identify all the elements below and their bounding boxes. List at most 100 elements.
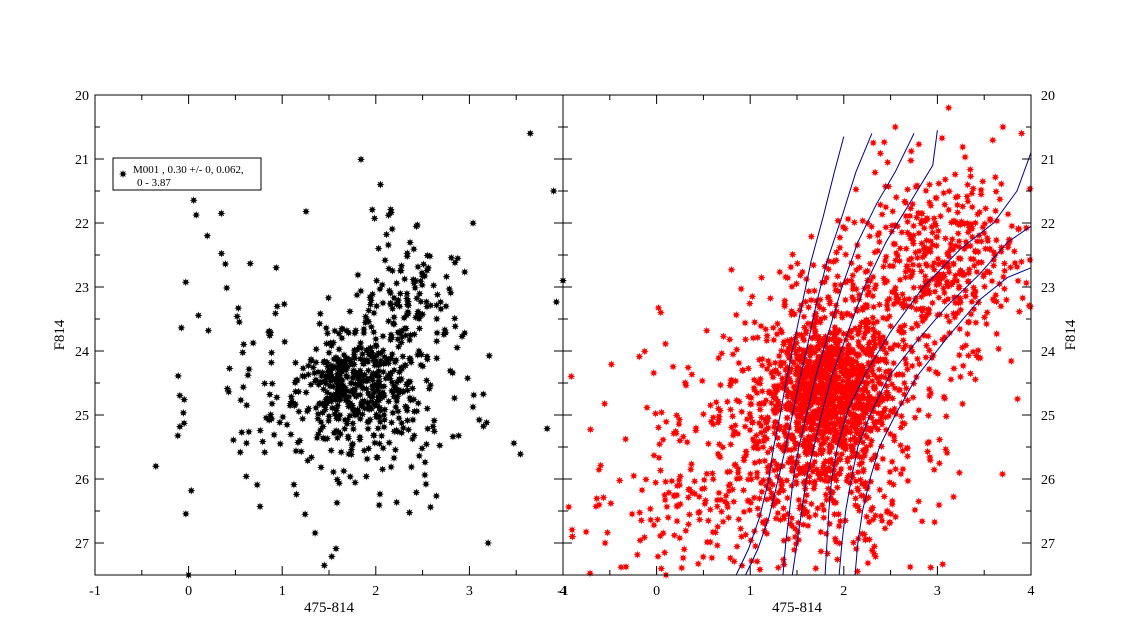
data-point	[909, 393, 918, 402]
y-tick-label: 21	[75, 153, 89, 168]
data-point	[221, 259, 230, 268]
data-point	[880, 278, 889, 287]
data-point	[389, 453, 398, 462]
data-point	[785, 424, 794, 433]
data-point	[684, 363, 693, 372]
data-point	[1000, 284, 1009, 293]
right-isochrones	[735, 130, 1032, 576]
data-point	[966, 219, 975, 228]
data-point	[726, 480, 735, 489]
data-point	[335, 411, 344, 420]
data-point	[406, 331, 415, 340]
data-point	[877, 442, 886, 451]
data-point	[728, 350, 737, 359]
data-point	[842, 397, 851, 406]
data-point	[773, 509, 782, 518]
data-point	[351, 478, 360, 487]
data-point	[440, 325, 449, 334]
data-point	[1015, 307, 1024, 316]
data-point	[267, 358, 276, 367]
data-point	[879, 262, 888, 271]
data-point	[359, 325, 368, 334]
data-point	[889, 262, 898, 271]
data-point	[755, 511, 764, 520]
x-tick-label: -1	[89, 584, 101, 599]
data-point	[727, 423, 736, 432]
data-point	[382, 230, 391, 239]
data-point	[420, 471, 429, 479]
data-point	[835, 381, 844, 390]
data-point	[849, 538, 858, 547]
data-point	[401, 402, 410, 411]
data-point	[885, 312, 894, 321]
data-point	[369, 431, 378, 440]
data-point	[873, 464, 882, 473]
data-point	[651, 478, 660, 487]
data-point	[861, 379, 870, 388]
data-point	[448, 432, 457, 441]
data-point	[868, 292, 877, 301]
data-point	[963, 329, 972, 338]
data-point	[229, 436, 238, 445]
data-point	[382, 355, 391, 364]
data-point	[405, 335, 414, 344]
data-point	[780, 296, 789, 305]
data-point	[935, 435, 944, 444]
isochrone-line	[854, 267, 1032, 576]
data-point	[920, 224, 929, 233]
data-point	[332, 404, 341, 413]
data-point	[450, 258, 459, 267]
data-point	[992, 216, 1001, 225]
data-point	[871, 552, 880, 561]
data-point	[394, 296, 403, 305]
data-point	[834, 510, 843, 519]
data-point	[905, 256, 914, 264]
data-point	[412, 488, 421, 497]
data-point	[189, 196, 198, 205]
data-point	[914, 140, 923, 149]
data-point	[592, 502, 601, 511]
data-point	[760, 432, 769, 441]
data-point	[175, 422, 184, 431]
data-point	[896, 275, 905, 284]
data-point	[728, 412, 737, 421]
data-point	[398, 332, 407, 341]
data-point	[342, 396, 351, 405]
data-point	[961, 341, 970, 350]
data-point	[638, 486, 647, 495]
data-point	[407, 462, 416, 471]
data-point	[606, 499, 615, 508]
data-point	[280, 337, 289, 346]
data-point	[351, 326, 360, 335]
data-point	[387, 208, 396, 217]
data-point	[380, 405, 389, 414]
data-point	[650, 451, 659, 460]
data-point	[963, 197, 972, 206]
data-point	[702, 326, 711, 335]
data-point	[926, 247, 935, 256]
data-point	[839, 329, 848, 338]
data-point	[389, 320, 398, 329]
data-point	[905, 211, 914, 220]
data-point	[772, 496, 781, 505]
data-point	[430, 427, 439, 436]
x-tick-label: 1	[279, 584, 286, 599]
data-point	[337, 448, 346, 457]
data-point	[179, 408, 188, 417]
data-point	[1017, 129, 1026, 138]
data-point	[852, 285, 861, 294]
data-point	[969, 184, 978, 193]
data-point	[884, 412, 893, 421]
data-point	[1000, 266, 1009, 275]
data-point	[881, 524, 890, 533]
data-point	[453, 254, 462, 263]
data-point	[302, 388, 311, 397]
data-point	[344, 355, 353, 364]
data-point	[256, 502, 265, 511]
data-point	[942, 312, 951, 321]
data-point	[851, 494, 860, 503]
data-point	[774, 563, 783, 572]
data-point	[753, 333, 762, 342]
data-point	[468, 403, 477, 412]
data-point	[829, 393, 838, 402]
